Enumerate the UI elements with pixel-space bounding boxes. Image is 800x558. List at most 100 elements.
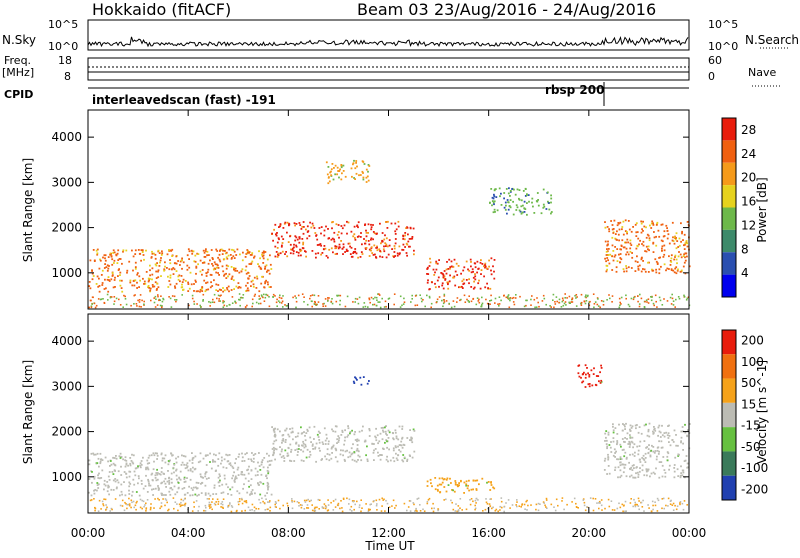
- scatter-cell: [687, 429, 689, 431]
- scatter-speckle: [370, 296, 373, 299]
- scatter-cell: [630, 474, 633, 477]
- scatter-speckle: [463, 294, 466, 297]
- scatter-speckle: [282, 295, 284, 297]
- scatter-cell: [341, 172, 343, 175]
- nave-label: Nave: [748, 66, 776, 79]
- scatter-cell: [215, 271, 218, 274]
- scatter-speckle: [395, 504, 397, 507]
- scatter-cell: [226, 257, 229, 260]
- scatter-speckle: [663, 507, 665, 510]
- scatter-speckle: [445, 498, 447, 501]
- scatter-cell: [261, 253, 263, 256]
- scatter-cell: [351, 452, 354, 455]
- scatter-cell: [638, 458, 641, 461]
- scatter-speckle: [661, 304, 664, 306]
- scatter-cell: [167, 463, 170, 466]
- scatter-cell: [683, 244, 685, 247]
- scatter-cell: [446, 477, 449, 480]
- scatter-speckle: [592, 293, 595, 295]
- scatter-cell: [354, 178, 356, 180]
- scatter-speckle: [415, 507, 417, 510]
- scatter-speckle: [643, 306, 646, 308]
- scatter-cell: [243, 483, 245, 486]
- scatter-cell: [316, 238, 319, 241]
- scatter-cell: [139, 464, 141, 467]
- scatter-speckle: [459, 498, 462, 500]
- scatter-cell: [330, 457, 333, 460]
- scatter-cell: [356, 447, 359, 450]
- scatter-cell: [271, 232, 273, 235]
- scatter-speckle: [130, 499, 133, 502]
- scatter-cell: [136, 272, 139, 274]
- scatter-cell: [177, 260, 179, 262]
- scatter-cell: [244, 269, 247, 272]
- scatter-cell: [653, 231, 655, 233]
- scatter-cell: [493, 193, 495, 196]
- scatter-cell: [410, 438, 413, 440]
- scatter-cell: [358, 455, 361, 458]
- station-title: Hokkaido (fitACF): [92, 0, 231, 19]
- scatter-cell: [636, 231, 639, 233]
- scatter-cell: [495, 196, 498, 198]
- scatter-speckle: [568, 301, 570, 304]
- scatter-cell: [623, 466, 626, 469]
- scatter-cell: [228, 290, 230, 293]
- scatter-speckle: [415, 509, 417, 512]
- scatter-cell: [666, 267, 669, 270]
- scatter-cell: [295, 244, 297, 247]
- scatter-cell: [640, 258, 643, 261]
- scatter-cell: [103, 488, 105, 491]
- scatter-cell: [100, 274, 103, 276]
- scatter-cell: [612, 431, 615, 434]
- scatter-cell: [265, 475, 267, 477]
- scatter-speckle: [376, 509, 378, 511]
- scatter-cell: [235, 477, 238, 480]
- scatter-speckle: [264, 296, 267, 299]
- scatter-cell: [676, 269, 679, 272]
- scatter-cell: [323, 229, 326, 232]
- scatter-cell: [213, 484, 216, 487]
- scatter-cell: [103, 288, 106, 290]
- scatter-cell: [350, 453, 353, 456]
- scatter-cell: [477, 282, 480, 285]
- scatter-cell: [140, 259, 142, 262]
- scatter-cell: [405, 252, 408, 254]
- scatter-cell: [413, 253, 415, 256]
- scatter-cell: [218, 288, 221, 291]
- scatter-cell: [396, 252, 399, 255]
- scatter-cell: [283, 222, 286, 225]
- scatter-cell: [484, 266, 486, 269]
- scatter-speckle: [251, 305, 253, 308]
- scatter-cell: [620, 244, 623, 247]
- scatter-cell: [461, 280, 464, 283]
- scatter-cell: [658, 440, 660, 443]
- scatter-speckle: [472, 500, 474, 503]
- scatter-cell: [680, 465, 682, 468]
- scatter-cell: [225, 483, 228, 486]
- scatter-cell: [387, 220, 389, 223]
- scatter-cell: [230, 494, 233, 496]
- scatter-cell: [226, 288, 229, 291]
- scatter-cell: [628, 461, 630, 464]
- scatter-cell: [220, 248, 223, 251]
- scatter-cell: [461, 285, 463, 288]
- scatter-cell: [284, 221, 287, 224]
- scatter-cell: [308, 456, 311, 458]
- scatter-cell: [524, 208, 527, 210]
- scatter-speckle: [419, 294, 421, 296]
- scatter-speckle: [279, 294, 281, 297]
- scatter-cell: [631, 469, 634, 471]
- scatter-cell: [169, 276, 172, 279]
- scatter-cell: [467, 484, 469, 487]
- scatter-cell: [645, 446, 647, 449]
- scatter-cell: [234, 462, 236, 465]
- scatter-cell: [606, 248, 608, 250]
- scatter-speckle: [109, 510, 111, 512]
- scatter-cell: [259, 493, 262, 496]
- scatter-cell: [645, 250, 648, 253]
- scatter-cell: [164, 461, 167, 464]
- scatter-speckle: [607, 498, 610, 501]
- scatter-cell: [201, 273, 203, 276]
- scatter-cell: [207, 288, 210, 291]
- scatter-cell: [139, 466, 142, 469]
